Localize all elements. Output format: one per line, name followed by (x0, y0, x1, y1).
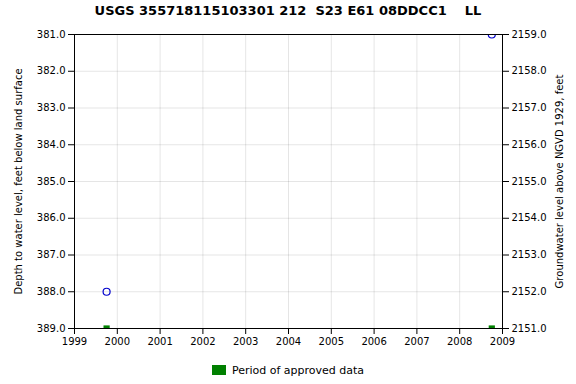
svg-text:2004: 2004 (276, 336, 301, 347)
svg-text:387.0: 387.0 (37, 249, 66, 260)
svg-text:2009: 2009 (490, 336, 515, 347)
svg-text:2003: 2003 (233, 336, 258, 347)
svg-text:2008: 2008 (447, 336, 472, 347)
svg-text:1999: 1999 (62, 336, 87, 347)
svg-text:Groundwater level above NGVD 1: Groundwater level above NGVD 1929, feet (554, 75, 565, 289)
svg-text:Depth to water level, feet bel: Depth to water level, feet below land su… (13, 68, 24, 294)
svg-text:2153.0: 2153.0 (512, 249, 547, 260)
svg-text:386.0: 386.0 (37, 212, 66, 223)
svg-text:389.0: 389.0 (37, 323, 66, 334)
svg-text:2006: 2006 (361, 336, 386, 347)
svg-text:2001: 2001 (147, 336, 172, 347)
svg-text:2007: 2007 (404, 336, 429, 347)
svg-text:384.0: 384.0 (37, 139, 66, 150)
svg-text:2156.0: 2156.0 (512, 139, 547, 150)
svg-text:2005: 2005 (319, 336, 344, 347)
svg-text:382.0: 382.0 (37, 65, 66, 76)
svg-text:2159.0: 2159.0 (512, 29, 547, 40)
svg-text:2155.0: 2155.0 (512, 176, 547, 187)
svg-text:2157.0: 2157.0 (512, 102, 547, 113)
html-text:USGS 355718115103301 212 S23 E: USGS 355718115103301 212 S23 E61 08DDCC1… (94, 3, 482, 18)
svg-text:385.0: 385.0 (37, 176, 66, 187)
svg-text:388.0: 388.0 (37, 286, 66, 297)
svg-text:2002: 2002 (190, 336, 215, 347)
html-text:Period of approved data: Period of approved data (231, 363, 365, 377)
svg-text:381.0: 381.0 (37, 29, 66, 40)
svg-text:2152.0: 2152.0 (512, 286, 547, 297)
svg-text:383.0: 383.0 (37, 102, 66, 113)
svg-text:2158.0: 2158.0 (512, 65, 547, 76)
svg-text:2000: 2000 (105, 336, 130, 347)
svg-text:2151.0: 2151.0 (512, 323, 547, 334)
svg-text:2154.0: 2154.0 (512, 212, 547, 223)
